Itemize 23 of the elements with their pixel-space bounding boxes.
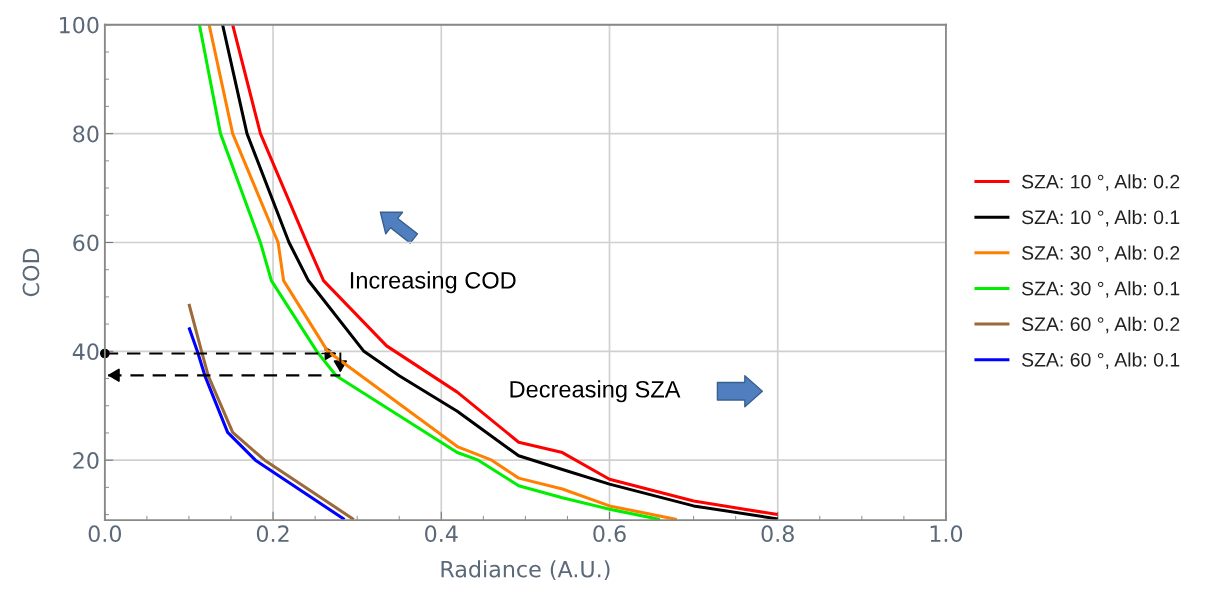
y-tick-label: 20 xyxy=(73,452,99,469)
y-tick-label: 100 xyxy=(60,16,99,34)
legend-label: SZA: 10 °, Alb: 0.1 xyxy=(1021,209,1180,227)
legend-label: SZA: 30 °, Alb: 0.2 xyxy=(1021,245,1180,263)
x-axis-title: Radiance (A.U.) xyxy=(441,560,610,581)
x-tick-label: 0.6 xyxy=(593,525,626,543)
x-tick-label: 0.2 xyxy=(256,525,289,543)
x-tick-label: 0.8 xyxy=(761,525,794,543)
x-tick-label: 1.0 xyxy=(930,525,963,543)
legend-label: SZA: 60 °, Alb: 0.2 xyxy=(1021,316,1180,334)
y-tick-label: 40 xyxy=(72,343,99,361)
y-tick-label: 80 xyxy=(73,125,99,143)
x-tick-label: 0.4 xyxy=(425,525,458,543)
legend-label: SZA: 10 °, Alb: 0.2 xyxy=(1021,174,1180,191)
line-series xyxy=(187,302,356,521)
y-axis-title: COD xyxy=(22,248,40,297)
line-series xyxy=(187,325,347,521)
annotation: Decreasing SZA xyxy=(510,380,681,403)
y-tick-label: 60 xyxy=(73,234,99,252)
legend-label: SZA: 30 °, Alb: 0.1 xyxy=(1021,281,1180,298)
legend-label: SZA: 60 °, Alb: 0.1 xyxy=(1021,352,1180,369)
annotation: Increasing COD xyxy=(350,271,516,294)
x-tick-label: 0.0 xyxy=(88,525,122,543)
